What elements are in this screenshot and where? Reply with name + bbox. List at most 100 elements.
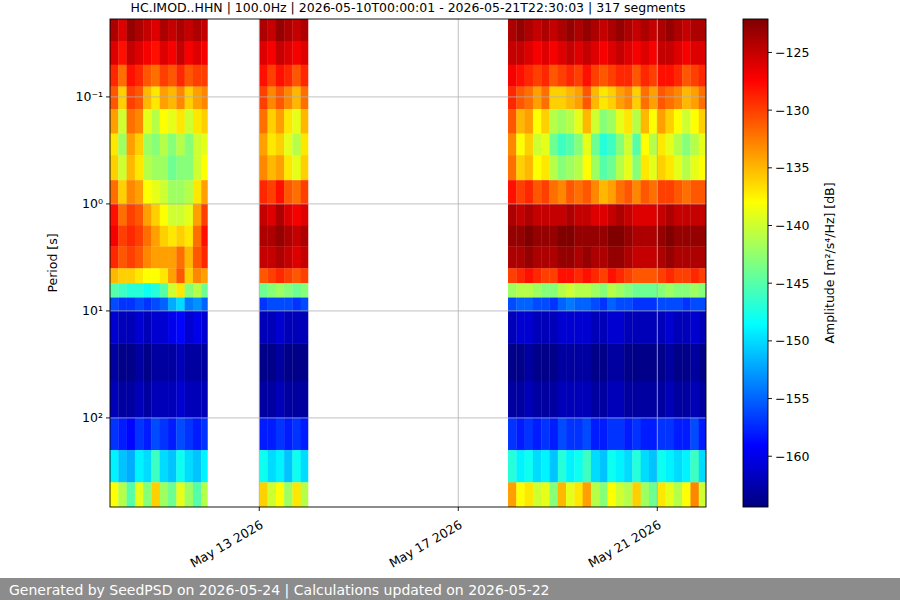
psd-cell <box>616 41 625 65</box>
y-tick <box>106 96 110 97</box>
psd-cell <box>624 482 633 507</box>
psd-cell <box>558 87 567 110</box>
psd-cell <box>259 450 268 483</box>
psd-cell <box>632 204 641 226</box>
psd-cell <box>632 65 641 87</box>
psd-cell <box>616 381 625 418</box>
psd-cell <box>608 268 617 283</box>
psd-cell <box>666 482 675 507</box>
psd-cell <box>674 268 683 283</box>
psd-cell <box>599 268 608 283</box>
psd-cell <box>516 418 525 451</box>
psd-cell <box>591 204 600 226</box>
psd-cell <box>699 41 706 65</box>
psd-cell <box>284 180 293 204</box>
psd-cell <box>690 343 699 381</box>
psd-cell <box>674 134 683 156</box>
psd-cell <box>549 155 558 180</box>
psd-cell <box>143 65 152 87</box>
psd-cell <box>649 298 658 312</box>
psd-cell <box>185 343 194 381</box>
psd-cell <box>599 298 608 312</box>
psd-cell <box>558 65 567 87</box>
psd-cell <box>292 41 301 65</box>
psd-cell <box>143 482 152 507</box>
psd-cell <box>168 134 177 156</box>
psd-cell <box>127 418 136 451</box>
psd-cell <box>516 226 525 247</box>
psd-cell <box>591 298 600 312</box>
psd-cell <box>259 155 268 180</box>
psd-cell <box>632 41 641 65</box>
y-tick <box>106 203 110 204</box>
psd-cell <box>574 482 583 507</box>
psd-cell <box>301 268 309 283</box>
psd-cell <box>110 180 119 204</box>
psd-cell <box>657 204 666 226</box>
psd-cell <box>666 134 675 156</box>
psd-cell <box>657 450 666 483</box>
psd-cell <box>151 180 160 204</box>
psd-cell <box>624 87 633 110</box>
psd-cell <box>682 155 691 180</box>
psd-cell <box>151 381 160 418</box>
psd-cell <box>649 311 658 344</box>
psd-cell <box>608 226 617 247</box>
psd-cell <box>624 298 633 312</box>
psd-cell <box>135 180 144 204</box>
psd-cell <box>516 268 525 283</box>
psd-cell <box>624 381 633 418</box>
psd-cell <box>699 450 706 483</box>
psd-cell <box>591 180 600 204</box>
psd-cell <box>608 19 617 41</box>
psd-cell <box>616 298 625 312</box>
psd-cell <box>201 204 208 226</box>
colorbar-tick <box>768 110 772 111</box>
psd-cell <box>549 418 558 451</box>
psd-cell <box>301 311 309 344</box>
psd-cell <box>632 109 641 134</box>
psd-cell <box>284 268 293 283</box>
psd-cell <box>110 298 119 312</box>
psd-cell <box>690 155 699 180</box>
psd-cell <box>533 226 542 247</box>
psd-cell <box>110 155 119 180</box>
psd-cell <box>666 268 675 283</box>
psd-cell <box>632 418 641 451</box>
psd-cell <box>616 418 625 451</box>
psd-cell <box>508 311 517 344</box>
psd-cell <box>301 155 309 180</box>
psd-cell <box>176 19 185 41</box>
psd-cell <box>292 381 301 418</box>
psd-cell <box>193 155 202 180</box>
psd-cell <box>127 204 136 226</box>
psd-cell <box>541 381 550 418</box>
psd-cell <box>690 482 699 507</box>
psd-cell <box>566 204 575 226</box>
psd-cell <box>127 268 136 283</box>
psd-cell <box>160 134 169 156</box>
psd-cell <box>649 65 658 87</box>
psd-cell <box>549 19 558 41</box>
psd-cell <box>143 87 152 110</box>
psd-cell <box>276 381 285 418</box>
psd-cell <box>599 343 608 381</box>
psd-cell <box>657 298 666 312</box>
psd-cell <box>541 19 550 41</box>
psd-cell <box>624 268 633 283</box>
psd-cell <box>632 134 641 156</box>
psd-cell <box>566 155 575 180</box>
psd-cell <box>574 450 583 483</box>
colorbar-tick <box>768 52 772 53</box>
psd-cell <box>632 268 641 283</box>
psd-cell <box>533 87 542 110</box>
psd-cell <box>193 41 202 65</box>
psd-cell <box>616 204 625 226</box>
psd-cell <box>259 41 268 65</box>
psd-cell <box>608 482 617 507</box>
psd-cell <box>608 204 617 226</box>
grid-line <box>259 19 260 507</box>
psd-cell <box>525 343 534 381</box>
psd-cell <box>682 65 691 87</box>
colorbar-title: Amplitude [m²/s⁴/Hz] [dB] <box>822 182 837 343</box>
